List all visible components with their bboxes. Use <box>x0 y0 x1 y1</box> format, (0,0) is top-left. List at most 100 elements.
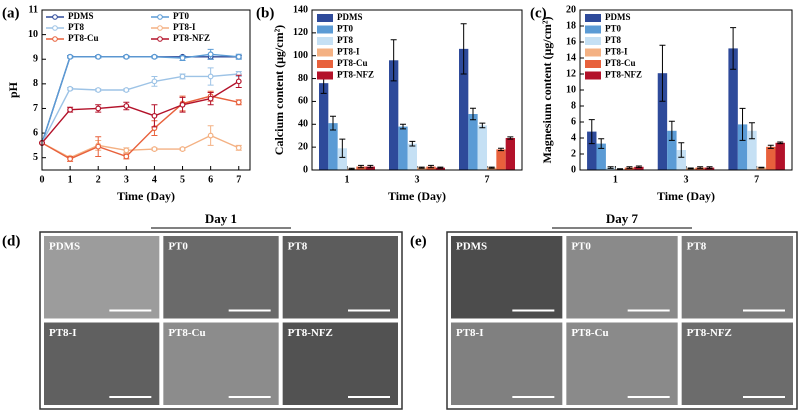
y-tick-label: 0 <box>571 164 576 175</box>
y-tick-label: 20 <box>566 4 576 15</box>
x-tick-label: 7 <box>485 174 490 185</box>
marker <box>179 73 186 80</box>
panel-label: (b) <box>256 5 274 21</box>
legend-swatch <box>317 25 333 34</box>
marker <box>235 99 242 106</box>
legend-label: PT8-Cu <box>337 58 368 68</box>
y-tick-label: 60 <box>298 96 308 107</box>
y-tick-label: 2 <box>571 148 576 159</box>
bar <box>756 167 767 170</box>
x-tick-label: 3 <box>684 174 689 185</box>
legend-label: PT8 <box>68 22 85 32</box>
legend-label: PT0 <box>337 24 354 34</box>
bar <box>596 143 606 170</box>
bar <box>775 142 785 170</box>
error-bar <box>507 136 514 140</box>
error-bar <box>428 164 434 169</box>
bar <box>356 166 366 170</box>
y-axis-title: Magnesium content (μg/cm²) <box>540 16 554 163</box>
y-tick-label: 18 <box>566 20 576 31</box>
legend-label: PDMS <box>337 12 363 22</box>
x-tick-label: 4 <box>152 174 157 185</box>
micrograph <box>566 236 678 319</box>
panel-label: (d) <box>2 233 20 249</box>
micrograph-label: PDMS <box>49 241 80 253</box>
x-tick-label: 1 <box>345 174 350 185</box>
marker <box>151 78 158 85</box>
legend-swatch <box>585 60 601 68</box>
micrograph-label: PT8-NFZ <box>687 327 732 339</box>
error-bar <box>635 165 642 169</box>
legend-label: PT8-I <box>173 22 196 32</box>
legend-marker <box>52 14 58 20</box>
bar <box>667 130 677 170</box>
y-tick-label: 10 <box>28 29 38 40</box>
legend-swatch <box>317 37 333 45</box>
error-bar <box>470 107 476 121</box>
x-tick-label: 1 <box>613 174 618 185</box>
legend-label: PT8-NFZ <box>605 70 642 80</box>
error-bar <box>348 167 355 170</box>
bar <box>587 131 597 170</box>
error-bar <box>339 138 346 158</box>
marker <box>123 153 130 160</box>
legend-label: PT8-I <box>605 47 628 57</box>
panel-label: (c) <box>530 5 547 21</box>
legend-label: PT8 <box>605 35 622 45</box>
error-bar <box>659 44 666 102</box>
bar <box>487 167 497 170</box>
micrograph-label: PT8-Cu <box>168 327 205 339</box>
x-tick-label: 3 <box>415 174 420 185</box>
y-tick-label: 120 <box>293 27 308 38</box>
error-bar <box>607 166 614 169</box>
error-bar <box>460 23 467 75</box>
marker <box>123 53 130 60</box>
series-line <box>41 80 240 144</box>
micrograph <box>282 322 398 405</box>
legend-swatch <box>317 48 333 57</box>
error-bar <box>367 164 374 169</box>
y-tick-label: 140 <box>293 4 308 15</box>
bar <box>328 123 338 170</box>
error-bar <box>488 166 495 169</box>
panel-label: (a) <box>2 5 20 21</box>
legend-label: PT8-Cu <box>68 33 99 43</box>
series-line <box>41 95 239 160</box>
legend-swatch <box>317 60 333 68</box>
legend-swatch <box>585 48 601 57</box>
error-bar <box>479 122 486 129</box>
marker <box>235 53 242 60</box>
micrograph-label: PT0 <box>168 241 188 253</box>
error-bar <box>409 140 416 147</box>
y-tick-label: 0 <box>303 164 308 175</box>
bar <box>389 60 399 170</box>
micrograph-label: PT8-I <box>456 327 484 339</box>
error-bar <box>697 166 704 169</box>
error-bar <box>617 168 624 171</box>
error-bar <box>588 119 595 145</box>
marker <box>123 87 130 93</box>
legend-marker <box>157 14 163 20</box>
micrograph-label: PDMS <box>456 241 487 253</box>
legend-marker <box>52 25 58 31</box>
y-tick-label: 8 <box>571 100 576 111</box>
error-bar <box>400 123 406 130</box>
x-tick-label: 7 <box>754 174 759 185</box>
legend-swatch <box>585 25 601 34</box>
error-bar <box>498 147 504 152</box>
panel-title: Day 7 <box>606 211 639 226</box>
legend-label: PT0 <box>605 24 622 34</box>
x-axis-title: Time (Day) <box>388 189 446 203</box>
marker <box>67 85 74 92</box>
error-bar <box>598 138 605 149</box>
y-axis-title: Calcium content (μg/cm²) <box>272 25 286 155</box>
error-bar <box>758 166 765 169</box>
series-line <box>41 53 239 144</box>
bar <box>319 83 329 170</box>
marker <box>151 53 158 60</box>
bar <box>657 73 668 170</box>
micrograph <box>44 322 160 405</box>
bar <box>426 166 436 170</box>
bar <box>477 125 487 170</box>
